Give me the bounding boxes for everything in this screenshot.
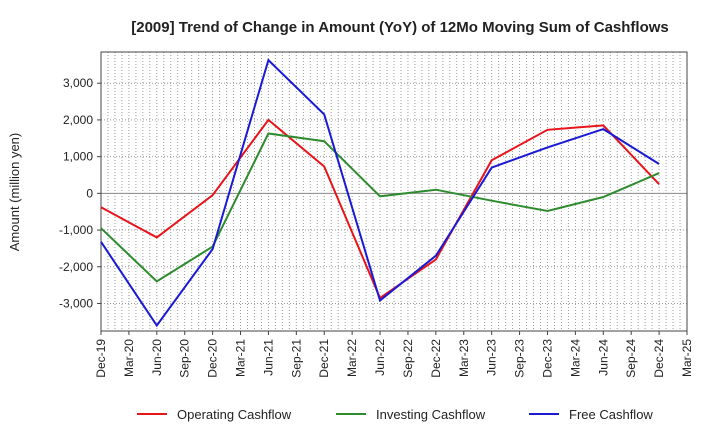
x-tick-label: Sep-21: [289, 339, 303, 378]
x-tick-label: Mar-22: [345, 339, 359, 377]
x-tick-label: Jun-22: [373, 339, 387, 376]
x-axis-ticks: Dec-19 Mar-20 Jun-20 Sep-20 Dec-20 Mar-21 Jun-…: [94, 331, 694, 378]
x-tick-label: Dec-20: [206, 339, 220, 378]
y-axis-label: Amount (million yen): [7, 133, 22, 252]
x-tick-label: Jun-21: [261, 339, 275, 376]
x-tick-label: Jun-24: [596, 339, 610, 376]
legend: Operating Cashflow Investing Cashflow Free…: [137, 407, 653, 422]
x-tick-label: Dec-21: [317, 339, 331, 378]
y-tick-label: -3,000: [59, 296, 93, 310]
x-tick-label: Sep-23: [513, 339, 527, 378]
chart-title: [2009] Trend of Change in Amount (YoY) o…: [131, 19, 669, 36]
x-tick-label: Mar-20: [122, 339, 136, 377]
x-tick-label: Jun-23: [485, 339, 499, 376]
x-tick-label: Jun-20: [150, 339, 164, 376]
plot-background: [101, 52, 687, 331]
x-tick-label: Dec-24: [652, 339, 666, 378]
x-tick-label: Mar-21: [234, 339, 248, 377]
legend-label-free-cashflow: Free Cashflow: [569, 407, 653, 422]
legend-label-operating-cashflow: Operating Cashflow: [177, 407, 292, 422]
x-tick-label: Sep-22: [401, 339, 415, 378]
series-line-free-cashflow: [100, 58, 660, 328]
y-tick-label: 2,000: [63, 113, 93, 127]
y-tick-label: 0: [86, 186, 93, 200]
y-tick-label: 3,000: [63, 76, 93, 90]
y-tick-label: 1,000: [63, 150, 93, 164]
x-tick-label: Dec-22: [429, 339, 443, 378]
grid: [100, 51, 688, 332]
series-layer: [100, 58, 660, 328]
legend-label-investing-cashflow: Investing Cashflow: [376, 407, 486, 422]
y-tick-label: -2,000: [59, 260, 93, 274]
series-line-investing-cashflow: [100, 132, 660, 283]
x-tick-label: Mar-24: [568, 339, 582, 377]
x-tick-label: Mar-23: [457, 339, 471, 377]
y-axis-ticks: -3,000 -2,000 -1,000 0 1,000 2,000 3,000: [59, 76, 101, 310]
x-tick-label: Dec-23: [540, 339, 554, 378]
x-tick-label: Sep-20: [178, 339, 192, 378]
x-tick-label: Dec-19: [94, 339, 108, 378]
y-tick-label: -1,000: [59, 223, 93, 237]
x-tick-label: Sep-24: [624, 339, 638, 378]
plot-area: [101, 52, 687, 331]
x-tick-label: Mar-25: [680, 339, 694, 377]
plot-frame: [100, 51, 688, 332]
